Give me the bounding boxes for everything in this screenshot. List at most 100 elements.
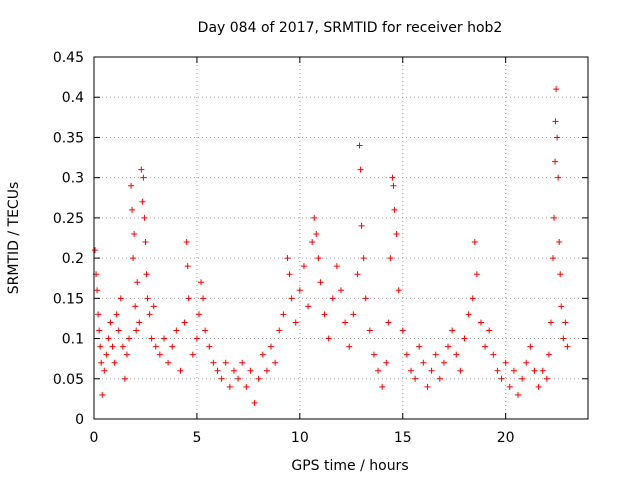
data-point: [119, 343, 126, 350]
y-tick-label: 0.1: [62, 332, 84, 348]
data-point: [412, 375, 419, 382]
data-point: [473, 271, 480, 278]
data-point: [146, 311, 153, 318]
data-point: [395, 287, 402, 294]
data-point: [515, 391, 522, 398]
data-point: [311, 214, 318, 221]
x-tick-label: 0: [90, 430, 99, 446]
data-point: [502, 359, 509, 366]
data-point: [313, 230, 320, 237]
data-point: [210, 359, 217, 366]
data-point: [177, 367, 184, 374]
data-point: [292, 319, 299, 326]
data-point: [142, 239, 149, 246]
x-tick-label: 15: [394, 430, 412, 446]
data-point: [440, 359, 447, 366]
data-point: [547, 319, 554, 326]
data-point: [453, 351, 460, 358]
data-point: [113, 311, 120, 318]
chart-title: Day 084 of 2017, SRMTID for receiver hob…: [198, 20, 503, 36]
data-point: [94, 287, 101, 294]
data-point: [296, 287, 303, 294]
data-point: [259, 351, 266, 358]
data-point: [338, 287, 344, 294]
data-point: [125, 335, 132, 342]
data-point: [554, 134, 561, 141]
data-point: [141, 214, 148, 221]
data-point: [420, 359, 427, 366]
y-tick-label: 0.15: [53, 291, 84, 307]
data-point: [202, 327, 209, 334]
data-point: [356, 142, 363, 149]
data-point: [553, 86, 560, 93]
data-point: [482, 343, 489, 350]
data-point: [387, 255, 394, 262]
data-point: [535, 383, 542, 390]
data-point: [268, 343, 275, 350]
data-point: [391, 206, 398, 213]
data-point: [506, 383, 513, 390]
data-point: [148, 335, 155, 342]
y-tick-label: 0.2: [62, 251, 84, 267]
y-tick-label: 0.05: [53, 372, 84, 388]
data-point: [300, 263, 307, 270]
data-point: [97, 343, 104, 350]
y-tick-label: 0.4: [62, 90, 84, 106]
y-tick-label: 0.45: [53, 50, 84, 66]
data-point: [560, 335, 567, 342]
data-point: [276, 327, 283, 334]
data-point: [144, 295, 151, 302]
data-point: [562, 319, 569, 326]
data-point: [432, 351, 439, 358]
data-point: [134, 279, 141, 286]
data-point: [531, 367, 538, 374]
data-point: [239, 359, 246, 366]
data-point: [375, 367, 382, 374]
data-point: [200, 295, 207, 302]
data-point: [555, 174, 562, 181]
data-point: [494, 367, 501, 374]
y-tick-label: 0.25: [53, 211, 84, 227]
data-point: [181, 319, 188, 326]
data-point: [543, 375, 550, 382]
data-point: [185, 295, 192, 302]
data-point: [379, 383, 386, 390]
data-point: [428, 367, 435, 374]
data-point: [165, 359, 172, 366]
data-series-srmtid: [92, 86, 571, 406]
data-point: [286, 271, 293, 278]
data-point: [486, 327, 493, 334]
data-point: [143, 271, 150, 278]
data-point: [272, 359, 279, 366]
data-point: [107, 319, 114, 326]
data-point: [407, 367, 414, 374]
data-point: [556, 239, 563, 246]
data-point: [309, 239, 316, 246]
data-point: [545, 351, 552, 358]
data-point: [552, 158, 559, 165]
data-point: [96, 327, 103, 334]
data-point: [333, 263, 340, 270]
data-point: [360, 255, 367, 262]
x-tick-labels: 0 5 10 15 20: [90, 430, 515, 446]
data-point: [206, 343, 213, 350]
data-point: [115, 327, 122, 334]
data-point: [173, 327, 180, 334]
data-point: [92, 247, 99, 254]
data-point: [527, 343, 534, 350]
data-point: [103, 351, 110, 358]
data-point: [416, 343, 423, 350]
data-point: [424, 383, 431, 390]
y-tick-label: 0: [75, 412, 84, 428]
data-point: [184, 263, 191, 270]
x-axis-label: GPS time / hours: [291, 458, 408, 474]
data-point: [130, 255, 137, 262]
data-point: [230, 367, 237, 374]
data-point: [445, 343, 452, 350]
data-point: [288, 295, 295, 302]
data-point: [552, 118, 559, 125]
data-point: [169, 343, 176, 350]
data-point: [357, 166, 364, 173]
data-point: [195, 311, 202, 318]
data-point: [317, 279, 324, 286]
